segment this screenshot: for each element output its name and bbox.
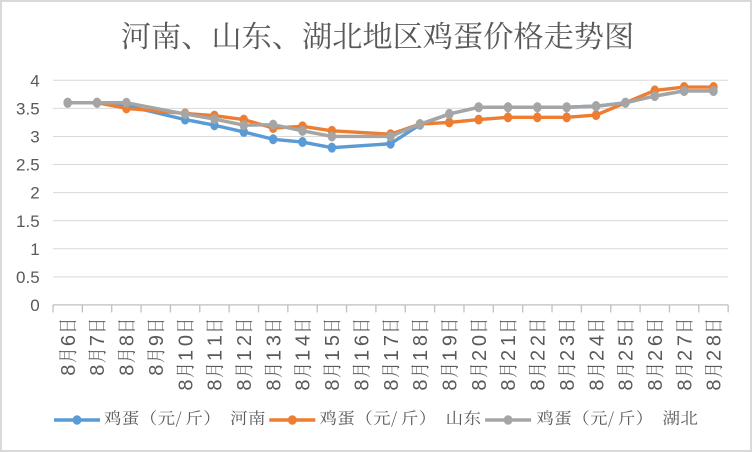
svg-text:8: 8 — [439, 379, 461, 390]
svg-text:1: 1 — [381, 350, 403, 361]
svg-text:1: 1 — [293, 350, 315, 361]
svg-text:7: 7 — [674, 335, 696, 346]
svg-text:8: 8 — [322, 379, 344, 390]
svg-text:1.5: 1.5 — [16, 212, 40, 231]
svg-text:5: 5 — [322, 335, 344, 346]
svg-text:6: 6 — [58, 335, 80, 346]
svg-text:8: 8 — [205, 379, 227, 390]
svg-text:8: 8 — [146, 365, 168, 376]
svg-text:8: 8 — [263, 379, 285, 390]
svg-text:6: 6 — [351, 335, 373, 346]
svg-text:5: 5 — [616, 335, 638, 346]
svg-text:8: 8 — [58, 365, 80, 376]
svg-text:8: 8 — [381, 379, 403, 390]
svg-text:7: 7 — [87, 335, 109, 346]
svg-text:1: 1 — [175, 350, 197, 361]
svg-text:8: 8 — [528, 379, 550, 390]
svg-text:8: 8 — [469, 379, 491, 390]
svg-text:8: 8 — [117, 365, 139, 376]
svg-text:6: 6 — [645, 335, 667, 346]
svg-text:8: 8 — [616, 379, 638, 390]
svg-text:8: 8 — [586, 379, 608, 390]
svg-text:4: 4 — [586, 335, 608, 346]
svg-text:2: 2 — [674, 350, 696, 361]
svg-text:8: 8 — [117, 335, 139, 346]
svg-text:2: 2 — [557, 350, 579, 361]
svg-text:2: 2 — [234, 335, 256, 346]
svg-text:2: 2 — [616, 350, 638, 361]
svg-text:3: 3 — [557, 335, 579, 346]
svg-text:7: 7 — [381, 335, 403, 346]
svg-text:8: 8 — [674, 379, 696, 390]
svg-text:0: 0 — [469, 335, 491, 346]
svg-text:2: 2 — [528, 335, 550, 346]
svg-text:1: 1 — [351, 350, 373, 361]
svg-text:8: 8 — [87, 365, 109, 376]
svg-text:0: 0 — [175, 335, 197, 346]
svg-text:0.5: 0.5 — [16, 268, 40, 287]
svg-text:8: 8 — [645, 379, 667, 390]
svg-text:8: 8 — [175, 379, 197, 390]
svg-text:0: 0 — [30, 296, 39, 315]
svg-text:3: 3 — [30, 128, 39, 147]
svg-text:8: 8 — [704, 335, 726, 346]
svg-text:2: 2 — [30, 184, 39, 203]
svg-text:2: 2 — [469, 350, 491, 361]
svg-text:1: 1 — [30, 240, 39, 259]
svg-text:3.5: 3.5 — [16, 99, 40, 118]
svg-text:1: 1 — [439, 350, 461, 361]
svg-text:8: 8 — [351, 379, 373, 390]
svg-text:8: 8 — [704, 379, 726, 390]
svg-text:2: 2 — [704, 350, 726, 361]
svg-text:2: 2 — [498, 350, 520, 361]
svg-text:2: 2 — [645, 350, 667, 361]
svg-text:8: 8 — [234, 379, 256, 390]
svg-text:2: 2 — [586, 350, 608, 361]
svg-text:9: 9 — [146, 335, 168, 346]
svg-text:1: 1 — [498, 335, 520, 346]
svg-text:8: 8 — [410, 379, 432, 390]
svg-text:8: 8 — [557, 379, 579, 390]
svg-text:1: 1 — [205, 335, 227, 346]
svg-text:1: 1 — [263, 350, 285, 361]
svg-text:8: 8 — [293, 379, 315, 390]
svg-text:1: 1 — [322, 350, 344, 361]
svg-text:2.5: 2.5 — [16, 156, 40, 175]
svg-text:8: 8 — [498, 379, 520, 390]
svg-text:1: 1 — [205, 350, 227, 361]
svg-text:4: 4 — [30, 71, 39, 90]
svg-text:1: 1 — [234, 350, 256, 361]
svg-text:4: 4 — [293, 335, 315, 346]
svg-text:9: 9 — [439, 335, 461, 346]
svg-text:1: 1 — [410, 350, 432, 361]
svg-text:2: 2 — [528, 350, 550, 361]
svg-text:8: 8 — [410, 335, 432, 346]
svg-text:3: 3 — [263, 335, 285, 346]
